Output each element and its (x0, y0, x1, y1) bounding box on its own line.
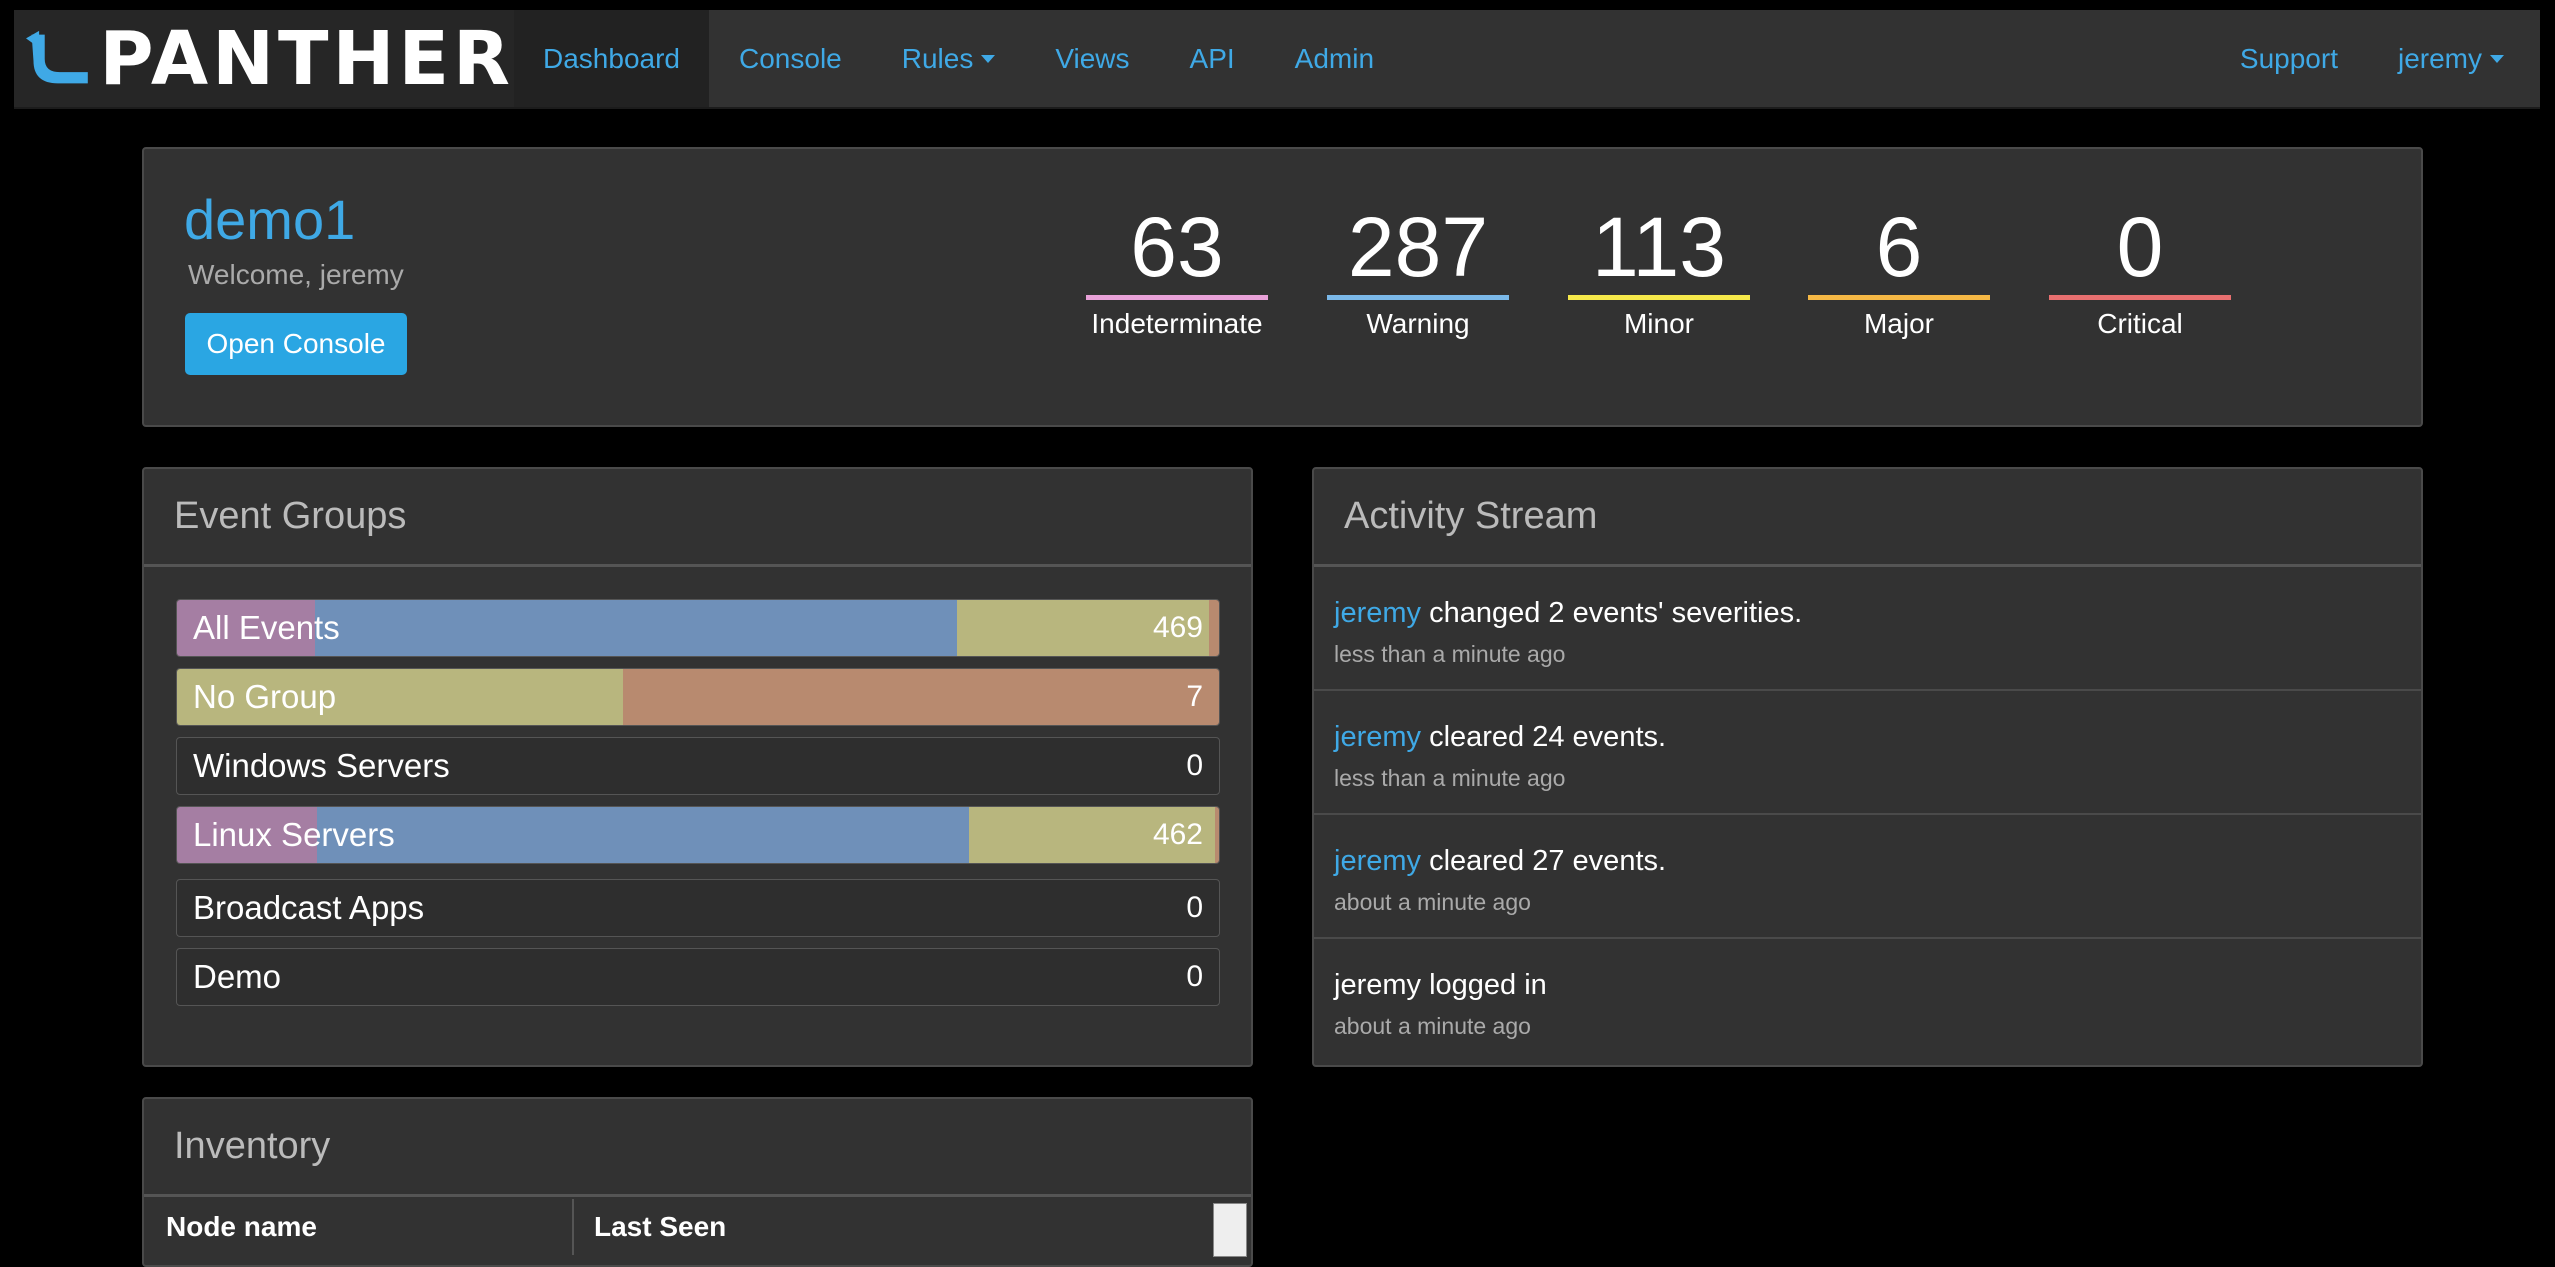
user-menu-label: jeremy (2397, 42, 2482, 74)
event-group-broadcast-apps[interactable]: Broadcast Apps 0 (176, 879, 1220, 937)
activity-text: jeremy logged in (1334, 969, 1547, 1002)
panther-logo-icon (26, 30, 88, 83)
severity-label: Critical (2097, 308, 2183, 339)
nav-rules[interactable]: Rules (872, 10, 1026, 107)
activity-message: jeremy logged in (1334, 969, 1547, 1001)
segment-major (1209, 600, 1219, 656)
segment-warning (317, 807, 969, 863)
severity-label: Major (1863, 308, 1934, 339)
brand-logo[interactable]: PANTHER (14, 10, 514, 107)
panel-title: Inventory (144, 1099, 1251, 1197)
inventory-panel: Inventory Node name Last Seen (142, 1097, 1253, 1267)
severity-count: 63 (1130, 200, 1224, 294)
severity-label: Indeterminate (1091, 308, 1263, 339)
severity-indeterminate[interactable]: 63 Indeterminate (1086, 205, 1268, 340)
nav-admin[interactable]: Admin (1294, 42, 1375, 74)
activity-message: changed 2 events' severities. (1421, 597, 1803, 629)
chevron-down-icon (2490, 54, 2504, 63)
segment-major (1215, 807, 1219, 863)
inventory-table-header: Node name Last Seen (144, 1199, 1251, 1255)
activity-item: jeremy cleared 27 events. about a minute… (1314, 815, 2421, 939)
severity-count: 0 (2116, 200, 2164, 294)
nav-rules-label: Rules (901, 42, 974, 74)
activity-timestamp: about a minute ago (1334, 1013, 1531, 1039)
segment-warning (315, 600, 957, 656)
segment-minor (969, 807, 1215, 863)
nav-dashboard[interactable]: Dashboard (514, 10, 709, 107)
segment-indeterminate (177, 600, 315, 656)
column-header-last-seen[interactable]: Last Seen (594, 1211, 727, 1242)
column-header-node-name[interactable]: Node name (144, 1199, 574, 1255)
activity-user-link[interactable]: jeremy (1334, 721, 1422, 753)
severity-minor[interactable]: 113 Minor (1568, 205, 1750, 340)
severity-count: 113 (1592, 200, 1726, 294)
severity-bar (1808, 295, 1990, 300)
chevron-down-icon (981, 54, 996, 63)
severity-bar (1327, 295, 1509, 300)
group-count: 0 (1186, 749, 1203, 782)
activity-item: jeremy logged in about a minute ago (1314, 939, 2421, 1063)
severity-major[interactable]: 6 Major (1808, 205, 1990, 340)
activity-message: cleared 24 events. (1421, 721, 1667, 753)
event-groups-panel: Event Groups All Events 469 No Group 7 W… (142, 467, 1253, 1067)
activity-user-link[interactable]: jeremy (1334, 845, 1422, 877)
activity-timestamp: about a minute ago (1334, 889, 1531, 915)
panel-title: Event Groups (144, 469, 1251, 567)
severity-count: 287 (1347, 200, 1489, 294)
group-name: No Group (193, 678, 337, 715)
welcome-text: Welcome, jeremy (188, 259, 404, 290)
event-group-no-group[interactable]: No Group 7 (176, 668, 1220, 726)
group-count: 0 (1186, 960, 1203, 993)
nav-api[interactable]: API (1189, 42, 1235, 74)
scrollbar[interactable] (1213, 1203, 1247, 1257)
group-count: 0 (1186, 891, 1203, 924)
group-name: Linux Servers (193, 816, 395, 853)
navbar: PANTHER Dashboard Console Rules Views AP… (14, 10, 2540, 109)
group-count: 7 (1186, 680, 1203, 713)
severity-bar (1568, 295, 1750, 300)
severity-bar (1086, 295, 1268, 300)
severity-label: Minor (1623, 308, 1694, 339)
activity-timestamp: less than a minute ago (1334, 641, 1566, 667)
nav-console[interactable]: Console (739, 42, 842, 74)
activity-item: jeremy cleared 24 events. less than a mi… (1314, 691, 2421, 815)
event-group-demo[interactable]: Demo 0 (176, 948, 1220, 1006)
activity-text: jeremy changed 2 events' severities. (1334, 597, 1802, 630)
activity-stream-panel: Activity Stream jeremy changed 2 events'… (1312, 467, 2423, 1067)
activity-text: jeremy cleared 27 events. (1334, 845, 1666, 878)
summary-panel: demo1 Welcome, jeremy Open Console 63 In… (142, 147, 2423, 427)
segment-major (623, 669, 1219, 725)
severity-count: 6 (1875, 200, 1923, 294)
nav-support[interactable]: Support (2239, 42, 2338, 74)
group-count: 462 (1152, 818, 1203, 851)
open-console-button[interactable]: Open Console (185, 313, 407, 375)
severity-critical[interactable]: 0 Critical (2049, 205, 2231, 340)
group-count: 469 (1152, 611, 1203, 644)
activity-message: cleared 27 events. (1421, 845, 1667, 877)
activity-item: jeremy changed 2 events' severities. les… (1314, 567, 2421, 691)
severity-label: Warning (1366, 308, 1470, 339)
segment-minor (957, 600, 1209, 656)
event-group-linux-servers[interactable]: Linux Servers 462 (176, 806, 1220, 864)
user-menu[interactable]: jeremy (2368, 10, 2540, 107)
activity-text: jeremy cleared 24 events. (1334, 721, 1666, 754)
severity-warning[interactable]: 287 Warning (1327, 205, 1509, 340)
activity-timestamp: less than a minute ago (1334, 765, 1566, 791)
group-name: Broadcast Apps (193, 889, 425, 926)
activity-user-link[interactable]: jeremy (1334, 597, 1422, 629)
event-group-all-events[interactable]: All Events 469 (176, 599, 1220, 657)
group-name: Windows Servers (193, 747, 450, 784)
nav-views[interactable]: Views (1055, 42, 1130, 74)
brand-name: PANTHER (99, 15, 514, 102)
event-group-windows-servers[interactable]: Windows Servers 0 (176, 737, 1220, 795)
group-name: Demo (193, 958, 282, 995)
severity-bar (2049, 295, 2231, 300)
group-name: All Events (193, 609, 340, 646)
segment-indeterminate (177, 807, 317, 863)
instance-name: demo1 (184, 188, 356, 251)
segment-minor (177, 669, 623, 725)
panel-title: Activity Stream (1314, 469, 2421, 567)
